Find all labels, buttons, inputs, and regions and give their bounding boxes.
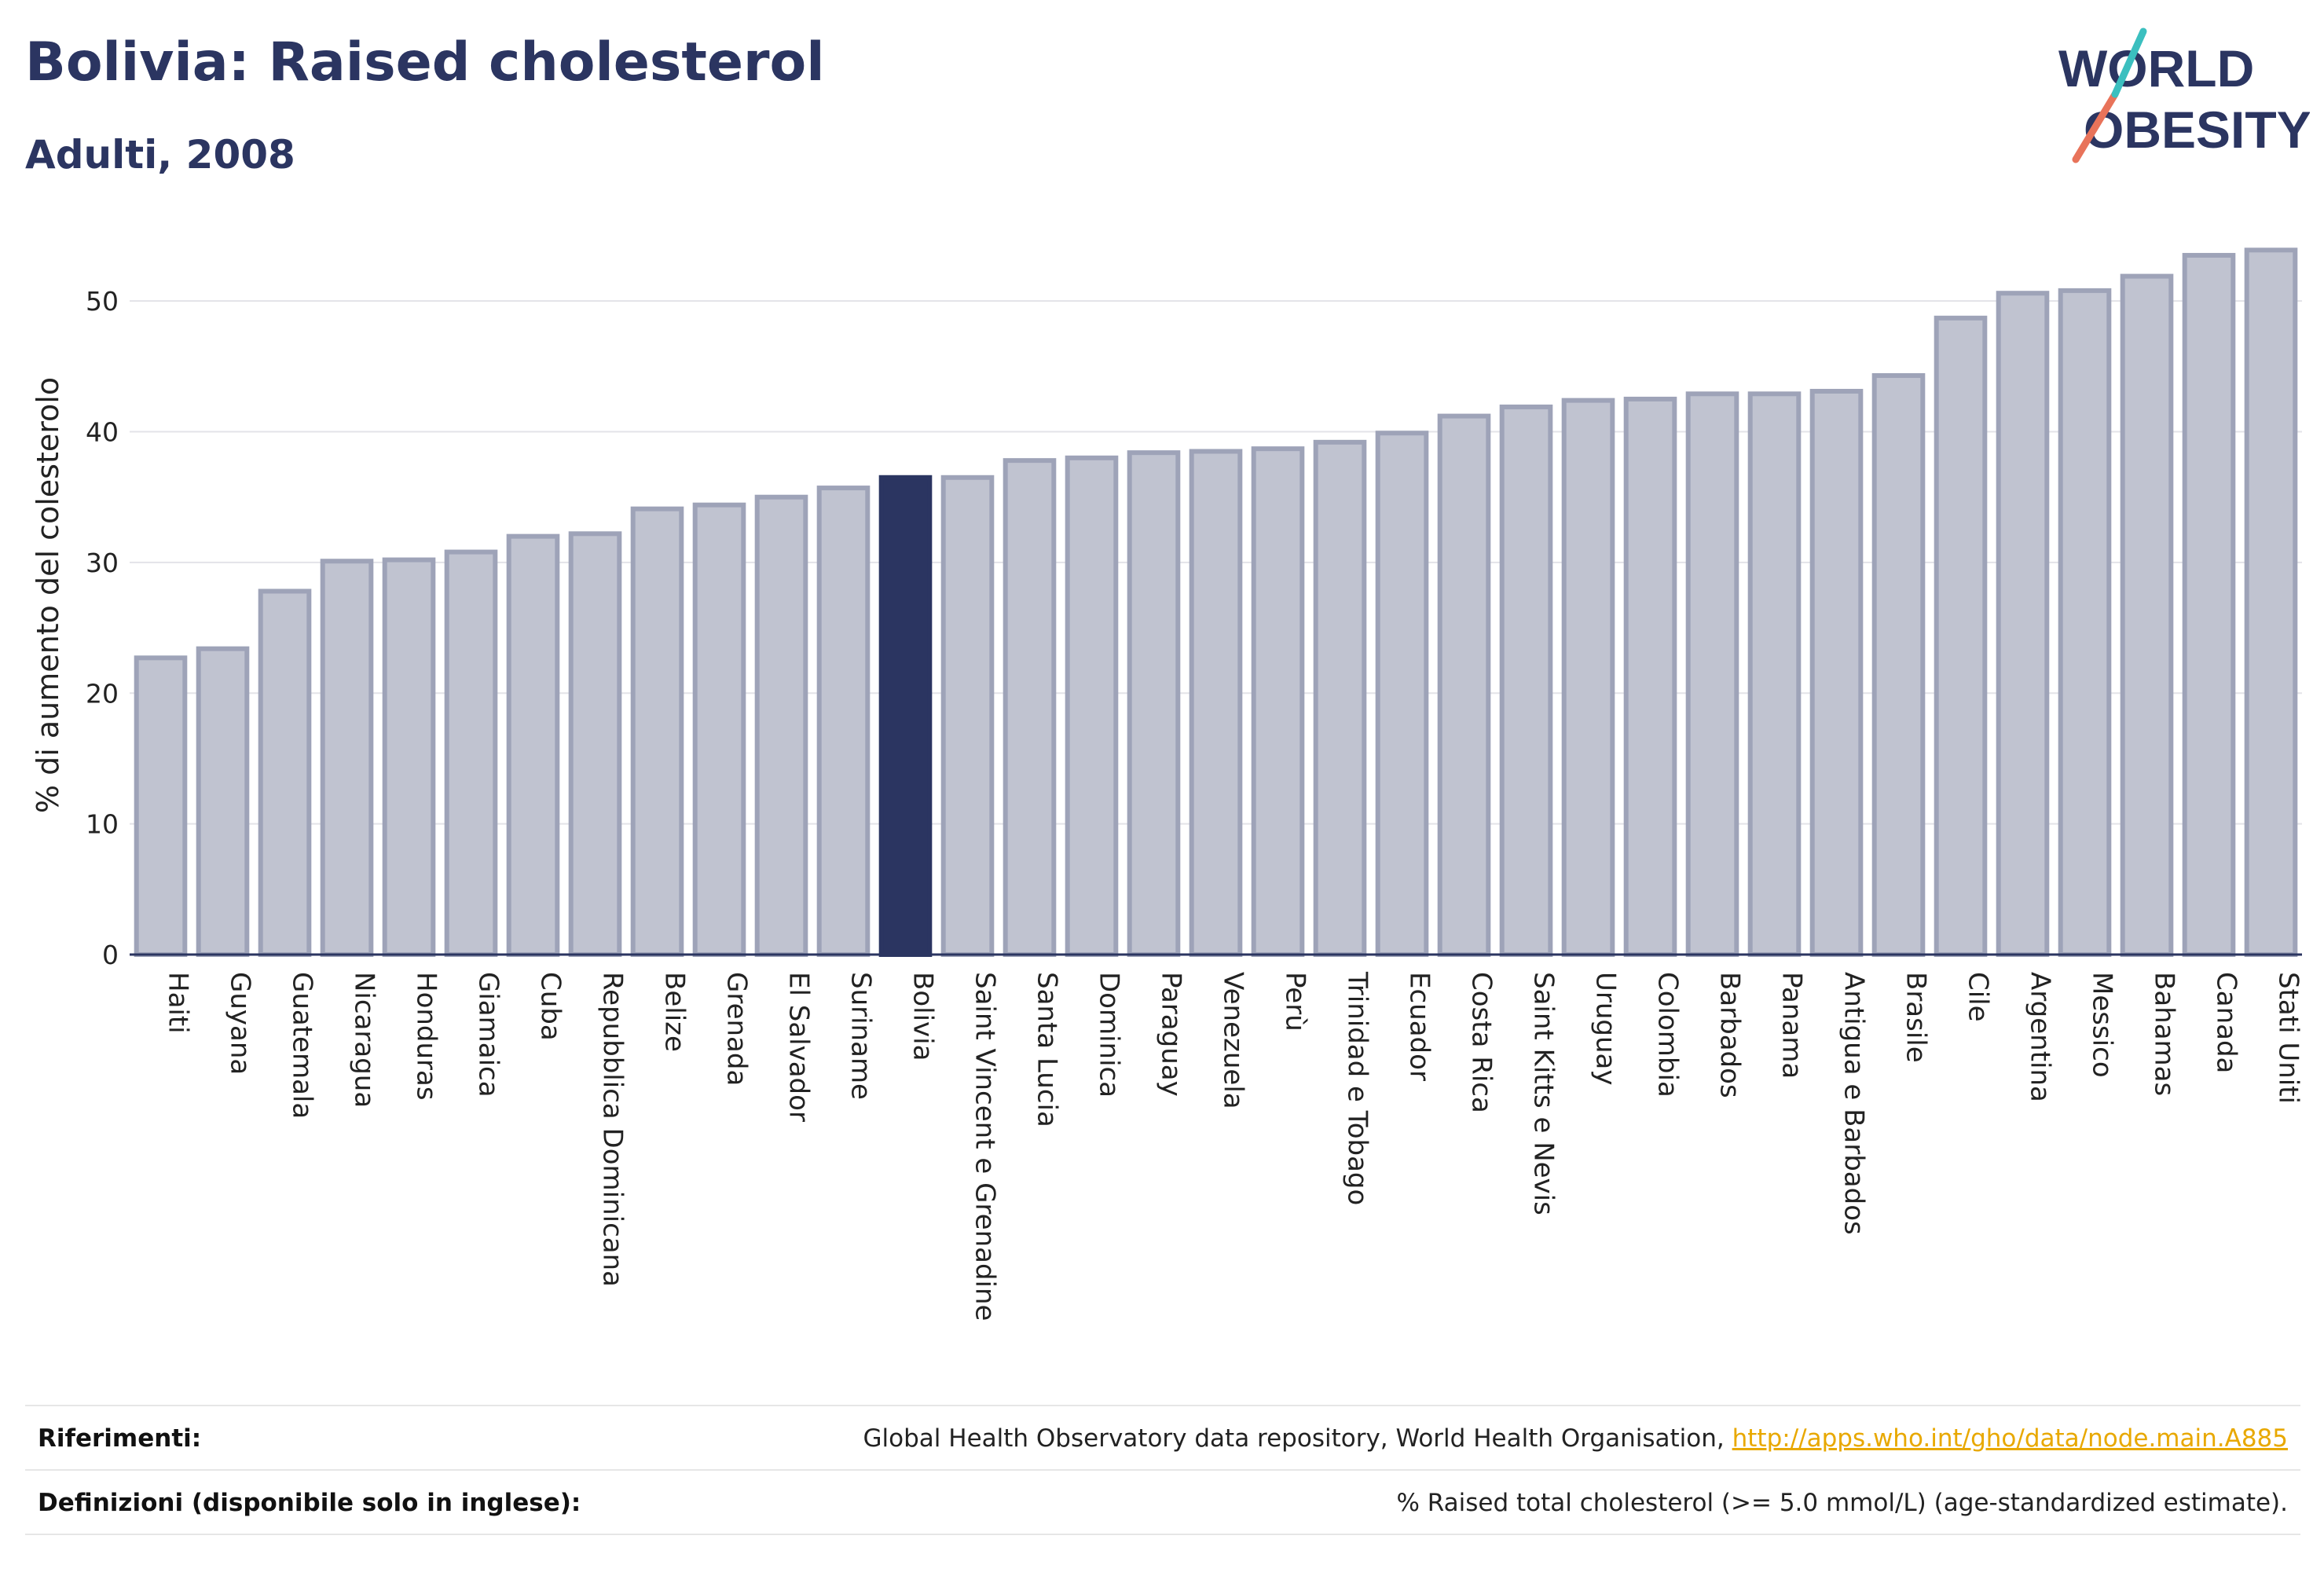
x-tick-label: Giamaica <box>473 972 504 1098</box>
x-tick-label: Dominica <box>1094 972 1125 1098</box>
x-tick-label: Panama <box>1776 972 1808 1079</box>
x-tick-label: Uruguay <box>1590 972 1622 1086</box>
x-tick-label: Honduras <box>411 972 442 1101</box>
bar[interactable] <box>568 531 622 957</box>
bar[interactable] <box>1375 431 1429 957</box>
x-tick-label: Belize <box>659 972 691 1052</box>
bar[interactable] <box>506 533 560 957</box>
x-tick-label: Haiti <box>163 972 194 1034</box>
bar[interactable] <box>630 506 684 957</box>
x-tick-label: Ecuador <box>1404 972 1435 1081</box>
definitions-row: Definizioni (disponibile solo in inglese… <box>25 1469 2300 1535</box>
x-tick-label: Perù <box>1280 972 1311 1032</box>
x-tick-label: Saint Kitts e Nevis <box>1528 972 1560 1215</box>
references-label: Riferimenti: <box>38 1424 202 1453</box>
bar[interactable] <box>692 502 746 957</box>
x-tick-label: Nicaragua <box>349 972 380 1108</box>
bar[interactable] <box>1623 396 1677 958</box>
x-tick-label: Costa Rica <box>1466 972 1497 1113</box>
references-text: Global Health Observatory data repositor… <box>863 1424 1732 1453</box>
logo-line2: OBESITY <box>2084 101 2310 159</box>
bar-chart: 0 10 20 30 40 50 Haiti Guyana Guatemala Nicaragu… <box>31 247 2304 1321</box>
bar[interactable] <box>754 494 808 957</box>
y-tick-label: 0 <box>102 940 119 970</box>
bar[interactable] <box>444 549 498 957</box>
bar[interactable] <box>134 655 188 957</box>
bar[interactable] <box>320 559 374 958</box>
logo-slash-teal <box>2111 27 2147 98</box>
bar[interactable] <box>1065 455 1119 957</box>
bar[interactable] <box>196 646 250 958</box>
x-axis-labels: Haiti Guyana Guatemala Nicaragua Honduras Gia… <box>163 971 2304 1321</box>
bar[interactable] <box>1127 450 1181 957</box>
x-tick-label: Antigua e Barbados <box>1838 972 1870 1235</box>
x-tick-label: Trinidad e Tobago <box>1342 971 1373 1205</box>
x-tick-label: Cile <box>1963 972 1994 1022</box>
logo-slash-coral <box>2072 90 2119 163</box>
bar[interactable] <box>2244 247 2298 957</box>
bar[interactable] <box>1499 404 1553 957</box>
bar-highlighted[interactable] <box>878 475 933 957</box>
bars <box>134 247 2298 958</box>
references-value: Global Health Observatory data repositor… <box>863 1424 2300 1453</box>
bar[interactable] <box>1871 373 1926 957</box>
bar[interactable] <box>382 557 436 958</box>
definitions-text: % Raised total cholesterol (>= 5.0 mmol/… <box>1396 1489 2288 1517</box>
x-tick-label: Saint Vincent e Grenadine <box>970 972 1001 1321</box>
x-tick-label: Paraguay <box>1156 972 1187 1097</box>
bar[interactable] <box>1747 391 1802 957</box>
x-tick-label: Bolivia <box>907 972 939 1061</box>
x-tick-label: Messico <box>2087 972 2118 1078</box>
x-tick-label: El Salvador <box>783 972 815 1122</box>
bar[interactable] <box>258 588 312 957</box>
x-tick-label: Grenada <box>721 972 753 1086</box>
bar[interactable] <box>1685 391 1739 957</box>
y-axis-ticks: 0 10 20 30 40 50 <box>86 286 119 970</box>
x-tick-label: Stati Uniti <box>2273 972 2304 1104</box>
x-tick-label: Suriname <box>845 972 877 1100</box>
bar[interactable] <box>1189 449 1243 957</box>
y-tick-label: 50 <box>86 286 119 317</box>
y-tick-label: 10 <box>86 809 119 840</box>
x-tick-label: Bahamas <box>2149 972 2180 1096</box>
x-tick-label: Colombia <box>1652 972 1684 1098</box>
bar[interactable] <box>1561 398 1615 958</box>
y-tick-label: 20 <box>86 678 119 709</box>
chart-subtitle: Adulti, 2008 <box>25 132 295 178</box>
x-tick-label: Venezuela <box>1218 972 1249 1109</box>
x-tick-label: Santa Lucia <box>1032 972 1063 1127</box>
y-tick-label: 30 <box>86 548 119 578</box>
bar[interactable] <box>1313 439 1367 957</box>
y-tick-label: 40 <box>86 417 119 448</box>
bar[interactable] <box>2120 273 2174 957</box>
x-tick-label: Canada <box>2211 972 2242 1073</box>
bar[interactable] <box>1934 315 1988 957</box>
y-axis-label: % di aumento del colesterolo <box>31 377 65 813</box>
x-tick-label: Barbados <box>1714 972 1746 1098</box>
x-tick-label: Repubblica Dominicana <box>597 972 629 1287</box>
references-link[interactable]: http://apps.who.int/gho/data/node.main.A… <box>1732 1424 2288 1453</box>
bar[interactable] <box>2182 252 2236 958</box>
bar[interactable] <box>816 486 871 957</box>
bar[interactable] <box>2058 288 2112 957</box>
world-obesity-logo: WORLD OBESITY <box>2058 27 2310 163</box>
footer-bottom-divider <box>25 1534 2300 1535</box>
logo-line1: WORLD <box>2058 39 2254 97</box>
bar[interactable] <box>1003 458 1057 957</box>
bar[interactable] <box>1251 446 1305 957</box>
bar[interactable] <box>1996 291 2050 957</box>
x-tick-label: Guyana <box>225 972 256 1075</box>
bar[interactable] <box>1437 413 1491 957</box>
bar[interactable] <box>940 475 995 957</box>
x-tick-label: Cuba <box>535 972 566 1041</box>
references-row: Riferimenti: Global Health Observatory d… <box>25 1405 2300 1471</box>
x-tick-label: Guatemala <box>287 972 318 1119</box>
x-tick-label: Brasile <box>1901 972 1932 1063</box>
bar[interactable] <box>1809 388 1864 957</box>
chart-title: Bolivia: Raised cholesterol <box>25 31 825 93</box>
definitions-label: Definizioni (disponibile solo in inglese… <box>38 1489 581 1517</box>
x-tick-label: Argentina <box>2025 972 2056 1102</box>
